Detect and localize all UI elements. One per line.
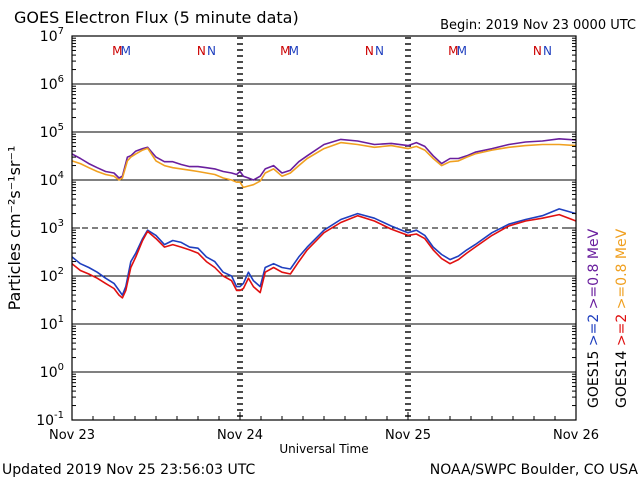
legend-text: GOES15 >=2 >=0.8 MeV [586, 228, 602, 408]
y-tick-exponent: 0 [58, 362, 64, 373]
x-axis-ticks: Nov 23 Nov 24 Nov 25 Nov 26 [49, 412, 599, 443]
y-tick-base: 10 [40, 77, 58, 93]
legend-satellite: GOES14 [614, 346, 630, 408]
y-tick-exponent: -1 [54, 410, 64, 421]
y-tick-exponent: 1 [58, 314, 64, 325]
y-tick-base: 10 [36, 413, 54, 429]
satellite-marker: N [533, 44, 542, 58]
y-tick-label: 103 [40, 218, 64, 237]
y-tick-exponent: 3 [58, 218, 64, 229]
x-tick-label: Nov 26 [553, 428, 599, 443]
satellite-marker: M [121, 44, 131, 58]
y-tick-label: 107 [40, 26, 64, 45]
y-tick-base: 10 [40, 221, 58, 237]
y-tick-exponent: 6 [58, 74, 64, 85]
flux-series [71, 138, 577, 299]
legend-satellite: GOES15 [586, 346, 602, 408]
satellite-marker: N [365, 44, 374, 58]
legend-entry: >=2 [614, 309, 630, 346]
y-tick-label: 101 [40, 314, 64, 333]
x-tick-label: Nov 24 [217, 428, 263, 443]
legend-entry: >=2 [586, 309, 602, 346]
legend-entry: >=0.8 MeV [614, 228, 630, 309]
satellite-marker: N [375, 44, 384, 58]
flux-series-line [71, 138, 577, 181]
y-tick-base: 10 [40, 125, 58, 141]
legend-text: GOES14 >=2 >=0.8 MeV [614, 228, 630, 408]
flux-series-line [71, 141, 577, 189]
y-tick-label: 104 [40, 170, 64, 189]
legend-column: GOES14 >=2 >=0.8 MeV [614, 228, 630, 408]
decade-gridlines [72, 83, 576, 373]
y-tick-label: 106 [40, 74, 64, 93]
legend: GOES15 >=2 >=0.8 MeV GOES14 >=2 >=0.8 Me… [586, 228, 630, 408]
satellite-markers: MM N N MM N N MM N N [112, 44, 552, 58]
y-tick-label: 105 [40, 122, 64, 141]
satellite-marker: M [457, 44, 467, 58]
credit-text: NOAA/SWPC Boulder, CO USA [430, 462, 639, 478]
satellite-marker: M [112, 44, 122, 58]
satellite-marker: N [207, 44, 216, 58]
satellite-marker: M [280, 44, 290, 58]
updated-timestamp: Updated 2019 Nov 25 23:56:03 UTC [2, 462, 255, 478]
legend-entry: >=0.8 MeV [586, 228, 602, 309]
y-axis-label: Particles cm⁻²s⁻¹sr⁻¹ [5, 146, 24, 311]
flux-series-line [71, 213, 577, 299]
begin-label: Begin: 2019 Nov 23 0000 UTC [440, 18, 636, 33]
satellite-marker: N [197, 44, 206, 58]
y-tick-exponent: 7 [58, 26, 64, 37]
y-tick-exponent: 4 [58, 170, 64, 181]
chart-title: GOES Electron Flux (5 minute data) [14, 8, 299, 27]
y-tick-base: 10 [40, 29, 58, 45]
x-tick-label: Nov 23 [49, 428, 95, 443]
y-tick-base: 10 [40, 365, 58, 381]
y-tick-base: 10 [40, 173, 58, 189]
flux-series-line [71, 208, 577, 296]
y-tick-label: 10-1 [36, 410, 64, 429]
day-boundary-markers [237, 37, 411, 417]
satellite-marker: M [289, 44, 299, 58]
y-tick-base: 10 [40, 269, 58, 285]
y-tick-exponent: 5 [58, 122, 64, 133]
x-axis-label: Universal Time [279, 442, 368, 456]
x-tick-label: Nov 25 [385, 428, 431, 443]
legend-column: GOES15 >=2 >=0.8 MeV [586, 228, 602, 408]
y-tick-label: 100 [40, 362, 64, 381]
satellite-marker: N [543, 44, 552, 58]
y-tick-exponent: 2 [58, 266, 64, 277]
y-tick-label: 102 [40, 266, 64, 285]
y-tick-base: 10 [40, 317, 58, 333]
satellite-marker: M [448, 44, 458, 58]
